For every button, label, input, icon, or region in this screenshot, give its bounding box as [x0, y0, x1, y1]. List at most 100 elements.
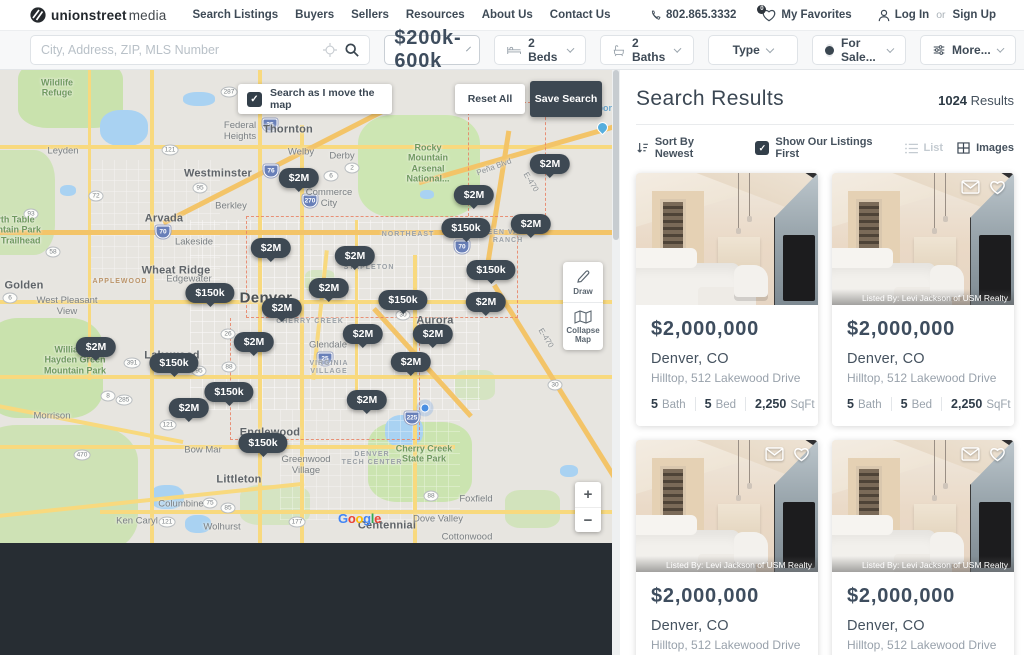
listing-city: Denver, CO: [651, 351, 729, 367]
favorite-heart-icon[interactable]: [989, 180, 1006, 195]
nav-about-us[interactable]: About Us: [481, 9, 533, 21]
draw-label: Draw: [573, 287, 593, 296]
map-price-pin[interactable]: $150k: [149, 353, 199, 373]
chevron-down-icon: [765, 44, 775, 53]
email-icon[interactable]: [961, 447, 980, 461]
search-icon[interactable]: [345, 43, 359, 57]
nav-buyers[interactable]: Buyers: [295, 9, 335, 21]
map-canvas[interactable]: ✓ Search as I move the map Reset All Sav…: [0, 70, 612, 543]
listing-photo: Listed By: Levi Jackson of USM Realty: [832, 440, 1014, 572]
beds-filter-button[interactable]: 2 Beds: [493, 35, 587, 65]
favorite-heart-icon[interactable]: [989, 447, 1006, 462]
map-price-pin[interactable]: $2M: [342, 324, 384, 344]
map-price-pin[interactable]: $2M: [278, 168, 320, 188]
my-favorites-link[interactable]: 0 My Favorites: [757, 4, 852, 22]
map-price-pin[interactable]: $150k: [204, 382, 254, 402]
zoom-out-button[interactable]: −: [575, 507, 601, 532]
map-price-pin[interactable]: $2M: [334, 246, 376, 266]
save-search-button[interactable]: Save Search: [530, 81, 602, 117]
route-shield-icon: 121: [161, 144, 179, 156]
map-price-pin[interactable]: $2M: [465, 292, 507, 312]
sort-button[interactable]: Sort By Newest: [636, 136, 734, 160]
email-icon[interactable]: [961, 180, 980, 194]
map-price-pin[interactable]: $2M: [261, 298, 303, 318]
results-panel: Search Results 1024 Results Sort By Newe…: [612, 70, 1024, 655]
interstate-shield-icon: 225: [404, 411, 420, 425]
checkbox-checked-icon[interactable]: ✓: [755, 141, 770, 155]
map-price-pin[interactable]: $2M: [75, 337, 117, 357]
route-shield-icon: 8: [100, 390, 116, 402]
interstate-shield-icon: 70: [454, 240, 470, 254]
baths-filter-button[interactable]: 2 Baths: [600, 35, 694, 65]
geolocate-icon[interactable]: [322, 43, 337, 57]
map-price-pin[interactable]: $2M: [250, 238, 292, 258]
nav-search-listings[interactable]: Search Listings: [192, 9, 279, 21]
map-price-pin[interactable]: $2M: [529, 154, 571, 174]
map-price-pin[interactable]: $150k: [185, 283, 235, 303]
map-price-pin[interactable]: $2M: [390, 352, 432, 372]
route-shield-icon: 88: [423, 490, 439, 502]
map-price-pin[interactable]: $2M: [233, 332, 275, 352]
listing-card[interactable]: $2,000,000 Denver, CO Hilltop, 512 Lakew…: [636, 173, 818, 426]
listing-card[interactable]: Listed By: Levi Jackson of USM Realty $2…: [832, 440, 1014, 655]
login-or-text: or: [936, 9, 946, 21]
user-icon: [878, 9, 890, 21]
listing-price: $2,000,000: [651, 585, 760, 607]
type-filter-button[interactable]: Type: [707, 35, 798, 65]
listing-card[interactable]: Listed By: Levi Jackson of USM Realty $2…: [832, 173, 1014, 426]
heart-icon: [763, 9, 776, 21]
our-listings-toggle[interactable]: ✓ Show Our Listings First: [755, 136, 897, 160]
route-shield-icon: 30: [547, 379, 563, 391]
map-label: Cottonwood: [441, 531, 493, 543]
email-icon[interactable]: [765, 447, 784, 461]
map-label: Derby: [329, 150, 355, 162]
sign-up-link[interactable]: Sign Up: [952, 9, 996, 21]
map-bottom-panel: [0, 543, 612, 655]
more-filters-button[interactable]: More...: [920, 35, 1016, 65]
checkbox-checked-icon[interactable]: ✓: [247, 91, 262, 107]
log-in-link[interactable]: Log In: [894, 9, 930, 21]
nav-resources[interactable]: Resources: [405, 9, 465, 21]
sort-label: Sort By Newest: [654, 136, 694, 160]
nav-contact-us[interactable]: Contact Us: [549, 9, 611, 21]
logo[interactable]: unionstreet media: [30, 7, 167, 23]
bed-icon: [507, 46, 521, 54]
map-price-pin[interactable]: $2M: [412, 324, 454, 344]
phone-link[interactable]: 802.865.3332: [650, 9, 736, 21]
scrollbar-thumb[interactable]: [613, 70, 619, 240]
search-input[interactable]: [41, 43, 315, 57]
map-price-pin[interactable]: $150k: [441, 218, 491, 238]
map-price-pin[interactable]: $2M: [168, 398, 210, 418]
map-price-pin[interactable]: $150k: [238, 433, 288, 453]
status-filter-button[interactable]: For Sale...: [811, 35, 906, 65]
results-title: Search Results: [636, 87, 784, 110]
route-shield-icon: 95: [192, 182, 208, 194]
reset-all-button[interactable]: Reset All: [455, 84, 525, 114]
search-as-move-toggle[interactable]: ✓ Search as I move the map: [238, 84, 392, 114]
search-as-move-label: Search as I move the map: [270, 87, 375, 111]
chevron-down-icon: [887, 44, 895, 53]
route-shield-icon: 72: [88, 190, 104, 202]
results-scrollbar[interactable]: [612, 70, 620, 655]
zoom-in-button[interactable]: +: [583, 486, 593, 503]
images-view-button[interactable]: Images: [957, 142, 1014, 154]
map-price-pin[interactable]: $2M: [510, 214, 552, 234]
favorite-heart-icon[interactable]: [793, 447, 810, 462]
list-view-button[interactable]: List: [904, 142, 943, 154]
price-filter-button[interactable]: $200k-600k: [383, 27, 480, 72]
draw-button[interactable]: Draw: [563, 262, 603, 302]
map-zoom-control: + −: [575, 482, 601, 532]
listing-card[interactable]: Listed By: Levi Jackson of USM Realty $2…: [636, 440, 818, 655]
map-price-pin[interactable]: $2M: [346, 390, 388, 410]
listing-price: $2,000,000: [651, 318, 760, 340]
grid-icon: [957, 142, 970, 154]
chevron-down-icon: [996, 44, 1005, 53]
phone-number: 802.865.3332: [666, 9, 737, 21]
nav-sellers[interactable]: Sellers: [351, 9, 389, 21]
bath-icon: [613, 44, 625, 56]
map-price-pin[interactable]: $150k: [466, 260, 516, 280]
map-price-pin[interactable]: $2M: [453, 185, 495, 205]
map-price-pin[interactable]: $2M: [308, 278, 350, 298]
map-price-pin[interactable]: $150k: [378, 290, 428, 310]
collapse-map-button[interactable]: Collapse Map: [563, 302, 603, 350]
